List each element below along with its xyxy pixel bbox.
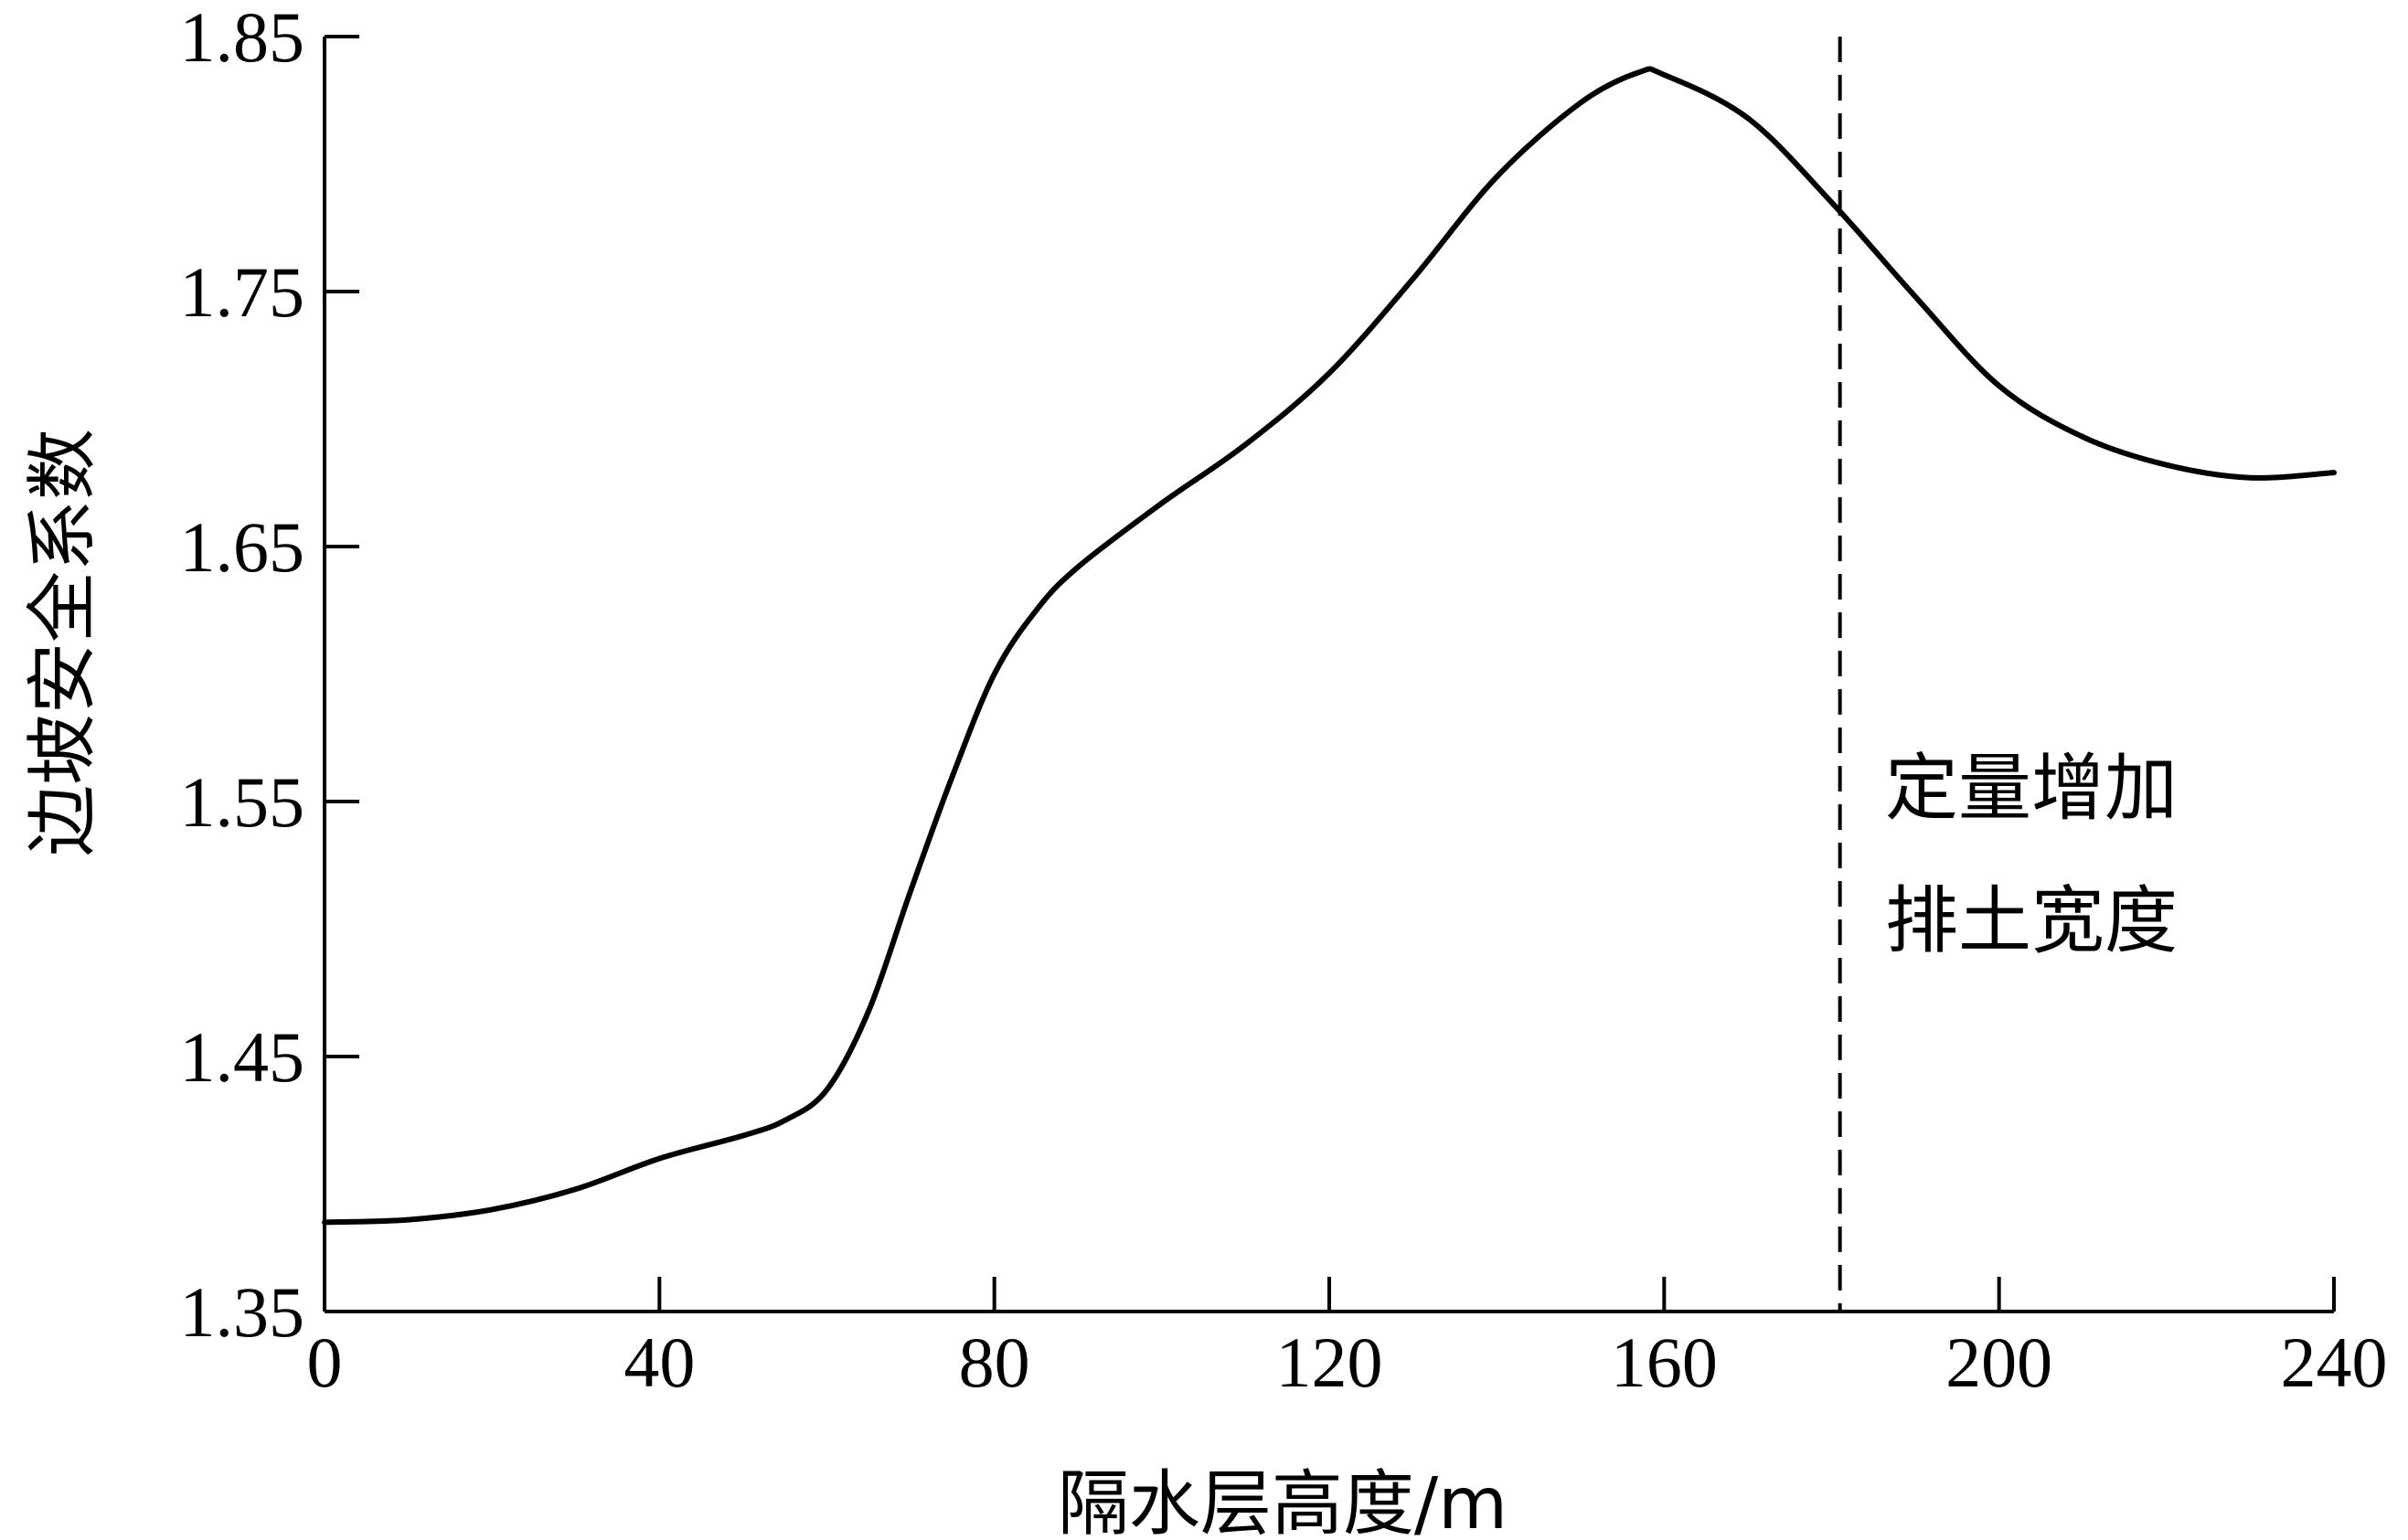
annotation-line-1: 定量增加 xyxy=(1885,746,2178,831)
x-tick-label: 160 xyxy=(1611,1322,1718,1402)
y-axis-label: 边坡安全系数 xyxy=(22,429,104,856)
x-tick-label: 120 xyxy=(1276,1322,1383,1402)
y-tick-label: 1.65 xyxy=(180,507,305,587)
annotation-line-2: 排土宽度 xyxy=(1885,878,2178,963)
y-tick-label: 1.35 xyxy=(180,1272,305,1352)
x-tick-label: 80 xyxy=(959,1322,1030,1402)
y-ticks: 1.35 1.45 1.55 1.65 1.75 1.85 xyxy=(180,0,359,1352)
x-ticks: 0 40 80 120 160 200 240 xyxy=(307,1277,2388,1402)
y-tick-label: 1.85 xyxy=(180,0,305,77)
y-tick-label: 1.75 xyxy=(180,252,305,332)
x-tick-label: 0 xyxy=(307,1322,343,1402)
y-tick-label: 1.55 xyxy=(180,762,305,842)
x-tick-label: 40 xyxy=(623,1322,695,1402)
axes xyxy=(323,37,2334,1313)
safety-factor-line xyxy=(322,66,2337,1226)
x-axis-label: 隔水层高度/m xyxy=(1058,1463,1508,1540)
x-tick-label: 200 xyxy=(1945,1322,2052,1402)
y-tick-label: 1.45 xyxy=(180,1017,305,1097)
x-tick-label: 240 xyxy=(2281,1322,2388,1402)
